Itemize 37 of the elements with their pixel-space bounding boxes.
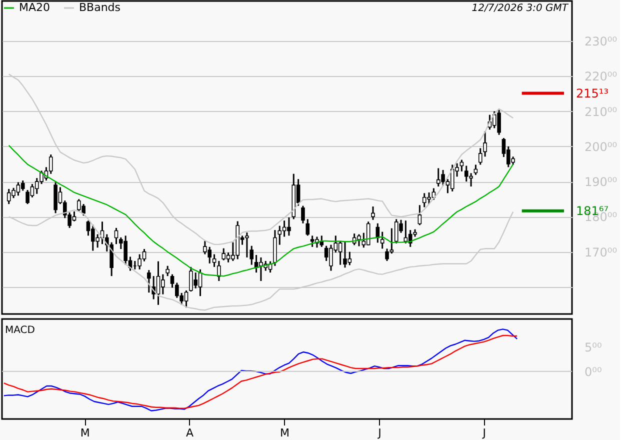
candlestick xyxy=(301,205,305,224)
x-tick-label: J xyxy=(377,426,382,440)
x-tick-label: M xyxy=(80,426,90,440)
y-tick-label: 210⁰⁰ xyxy=(584,104,618,119)
y-tick-label: 170⁰⁰ xyxy=(584,245,618,260)
candlestick xyxy=(217,260,221,282)
candlestick xyxy=(212,254,216,268)
candlestick xyxy=(338,240,342,266)
y-tick-label: 190⁰⁰ xyxy=(584,175,618,190)
candlestick xyxy=(483,130,487,158)
y-tick-label: 200⁰⁰ xyxy=(584,140,618,154)
candlestick xyxy=(371,206,375,221)
x-tick-label: M xyxy=(280,426,290,440)
candlestick xyxy=(48,154,53,175)
legend-label: BBands xyxy=(79,1,121,14)
candlestick xyxy=(170,274,174,288)
y-tick-label: 220⁰⁰ xyxy=(584,70,618,84)
y-tick-label: 230⁰⁰ xyxy=(584,34,618,49)
y-tick-label: 0⁰⁰ xyxy=(584,364,602,379)
candlestick xyxy=(114,227,118,245)
candlestick xyxy=(20,180,25,192)
x-tick-label: J xyxy=(482,426,486,440)
ref-line-label: 215¹³ xyxy=(576,86,609,100)
annotation: 12/7/2026 3:0 GMT xyxy=(472,3,569,14)
candlestick xyxy=(306,218,310,236)
y-tick-label: 5⁰⁰ xyxy=(584,340,602,355)
candlestick xyxy=(166,265,170,277)
candlestick xyxy=(147,269,151,294)
legend-label: MA20 xyxy=(19,1,50,14)
candlestick xyxy=(478,147,482,166)
candlestick xyxy=(222,248,226,262)
candlestick xyxy=(250,245,254,266)
text: MACD xyxy=(5,325,36,336)
candlestick xyxy=(278,225,282,246)
x-tick-label: A xyxy=(186,426,194,440)
candlestick xyxy=(418,204,422,226)
candlestick xyxy=(380,231,384,250)
